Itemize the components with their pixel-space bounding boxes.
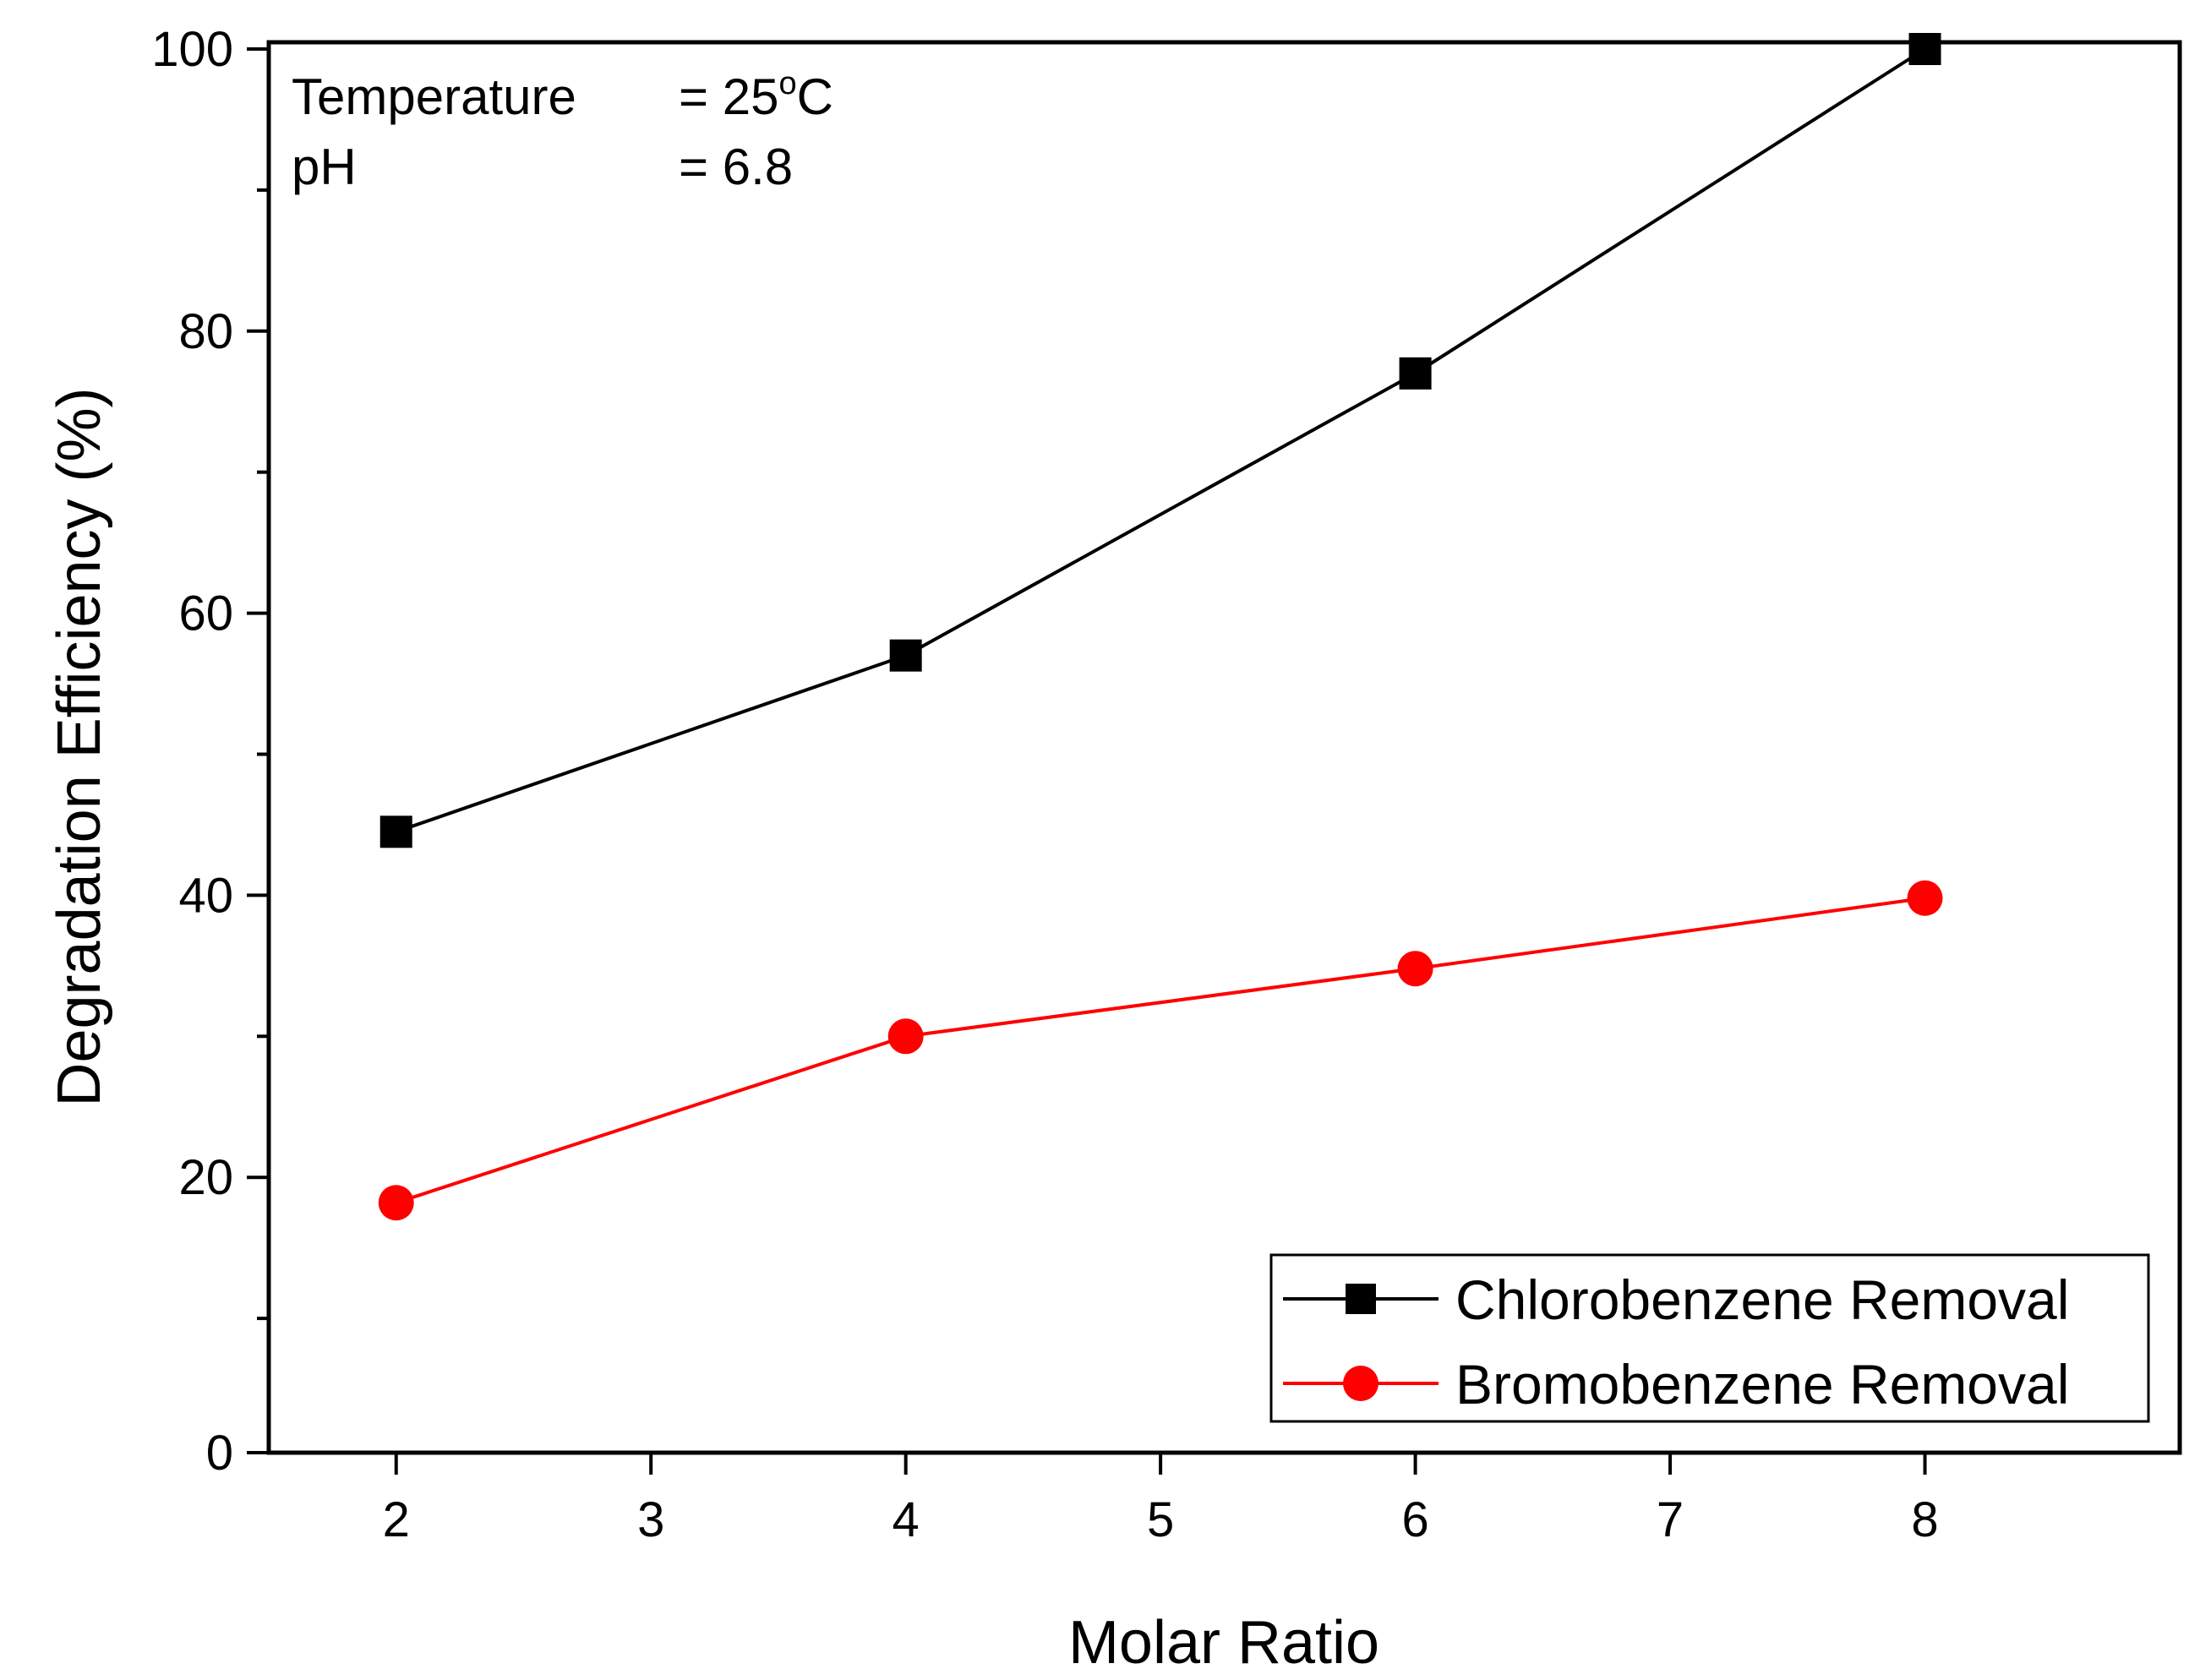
series-line-chlorobenzene (396, 47, 1926, 834)
annotation-temperature-unit: C (797, 68, 833, 125)
y-axis: 0 20 40 60 80 100 (151, 22, 269, 1481)
x-tick-label: 3 (637, 1492, 664, 1547)
x-axis-title: Molar Ratio (1068, 1609, 1379, 1677)
data-point-bromobenzene (887, 1018, 924, 1055)
y-tick-label: 40 (178, 868, 233, 923)
annotation-temperature-value: = 25oC (679, 66, 833, 125)
x-tick-label: 2 (383, 1492, 410, 1547)
legend-label-chlorobenzene: Chlorobenzene Removal (1455, 1268, 2069, 1331)
data-point-bromobenzene (1907, 880, 1943, 916)
y-tick-label: 100 (151, 22, 233, 77)
data-point-chlorobenzene (889, 639, 922, 672)
annotation-temperature-label: Temperature (292, 68, 576, 125)
annotation-block: Temperature = 25oC pH = 6.8 (292, 66, 833, 195)
data-point-bromobenzene (1397, 951, 1433, 987)
data-point-bromobenzene (378, 1185, 414, 1221)
x-tick-label: 4 (893, 1492, 920, 1547)
data-point-chlorobenzene (1908, 33, 1941, 65)
y-tick-label: 60 (178, 586, 233, 641)
series-layer (378, 33, 1943, 1221)
y-tick-label: 0 (206, 1426, 233, 1481)
y-tick-label: 20 (178, 1150, 233, 1205)
y-axis-title: Degradation Efficiency (%) (46, 387, 113, 1106)
x-axis: 2 3 4 5 6 7 8 (383, 1453, 1939, 1547)
legend-box (1269, 1253, 2150, 1423)
legend-marker-chlorobenzene (1346, 1284, 1376, 1314)
y-tick-label: 80 (178, 304, 233, 359)
legend-marker-bromobenzene (1343, 1366, 1378, 1401)
annotation-temperature-number: = 25 (679, 68, 778, 125)
legend-label-bromobenzene: Bromobenzene Removal (1455, 1353, 2069, 1415)
x-tick-label: 7 (1657, 1492, 1684, 1547)
data-point-chlorobenzene (379, 815, 412, 848)
legend: Chlorobenzene Removal Bromobenzene Remov… (1269, 1253, 2150, 1423)
annotation-ph-value: = 6.8 (679, 139, 793, 195)
annotation-temperature-degree: o (778, 66, 796, 101)
x-tick-label: 6 (1401, 1492, 1428, 1547)
data-point-chlorobenzene (1399, 357, 1432, 390)
plot-area (266, 40, 2182, 1455)
x-tick-label: 5 (1147, 1492, 1174, 1547)
x-tick-label: 8 (1911, 1492, 1938, 1547)
annotation-ph-label: pH (292, 139, 357, 195)
series-line-bromobenzene (396, 896, 1925, 1205)
